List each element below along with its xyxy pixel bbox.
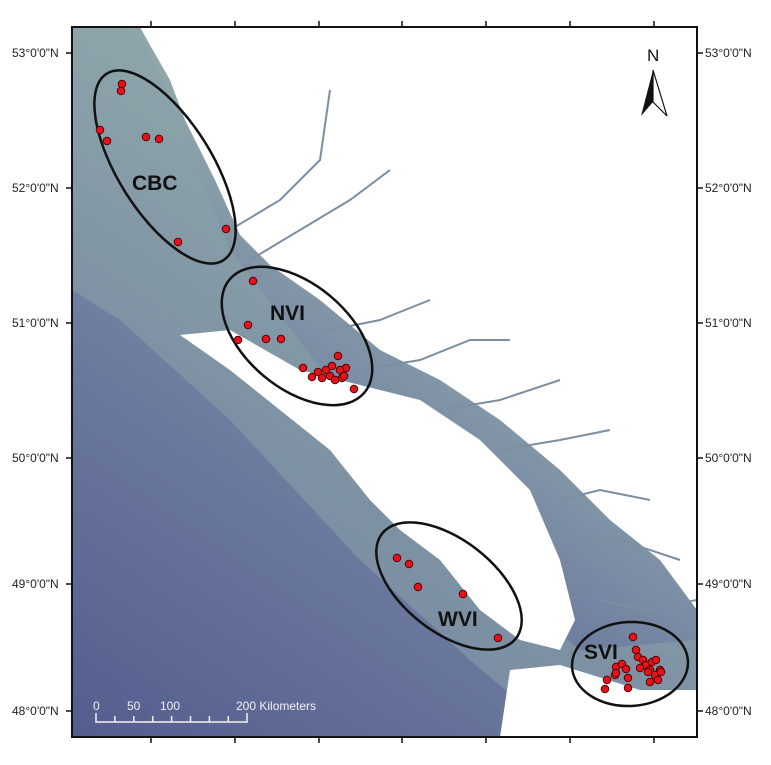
lat-label-right: 49°0'0"N [705, 577, 752, 591]
site-marker [602, 675, 612, 685]
site-marker [493, 633, 503, 643]
region-ellipses [93, 69, 690, 708]
vancouver-island [180, 330, 575, 650]
site-marker [233, 335, 243, 345]
lat-label-right: 51°0'0"N [705, 316, 752, 330]
site-marker [173, 237, 183, 247]
mainland [140, 27, 697, 610]
scale-label-100: 100 [160, 699, 180, 713]
region-label-nvi: NVI [270, 302, 305, 325]
region-label-wvi: WVI [438, 608, 478, 631]
site-marker [651, 655, 661, 665]
site-marker [141, 132, 151, 142]
lat-label-left: 51°0'0"N [12, 316, 59, 330]
site-marker [349, 384, 359, 394]
lat-label-right: 50°0'0"N [705, 451, 752, 465]
site-marker [600, 684, 610, 694]
ellipse-cbc [93, 69, 237, 265]
site-marker [333, 351, 343, 361]
site-marker [458, 589, 468, 599]
site-marker [653, 675, 663, 685]
ellipse-wvi [375, 521, 523, 651]
site-marker [335, 365, 345, 375]
site-marker [307, 372, 317, 382]
ellipse-nvi [220, 265, 374, 407]
site-marker [313, 367, 323, 377]
site-marker [330, 375, 340, 385]
site-marker [413, 582, 423, 592]
site-marker [643, 667, 653, 677]
map-frame [71, 26, 698, 738]
site-marker [623, 673, 633, 683]
site-marker [276, 334, 286, 344]
scale-label-50: 50 [127, 699, 141, 713]
north-arrow-icon [641, 70, 653, 116]
scale-bar: 0 50 100 200 Kilometers [93, 699, 316, 723]
lat-label-right: 52°0'0"N [705, 181, 752, 195]
scale-label-0: 0 [93, 699, 100, 713]
site-markers [95, 79, 666, 694]
site-marker [298, 363, 308, 373]
north-arrow: N [641, 46, 668, 117]
site-marker [321, 365, 331, 375]
site-marker [623, 683, 633, 693]
lat-label-right: 53°0'0"N [705, 46, 752, 60]
site-marker [628, 632, 638, 642]
site-marker [656, 667, 666, 677]
lat-label-right: 48°0'0"N [705, 704, 752, 718]
site-marker [243, 320, 253, 330]
region-label-cbc: CBC [132, 172, 178, 195]
site-marker [95, 125, 105, 135]
site-marker [261, 334, 271, 344]
region-label-svi: SVI [584, 641, 618, 664]
site-marker [339, 371, 349, 381]
lat-label-left: 52°0'0"N [12, 181, 59, 195]
lat-label-left: 53°0'0"N [12, 46, 59, 60]
ellipse-svi [570, 620, 690, 708]
continental-shelf [72, 27, 697, 737]
site-marker [645, 677, 655, 687]
site-marker [102, 136, 112, 146]
site-marker [317, 373, 327, 383]
north-label: N [647, 46, 659, 65]
site-marker [392, 553, 402, 563]
site-marker [154, 134, 164, 144]
site-marker [631, 645, 641, 655]
site-marker [116, 86, 126, 96]
lat-label-left: 49°0'0"N [12, 577, 59, 591]
site-marker [248, 276, 258, 286]
site-marker [621, 664, 631, 674]
fjords [229, 89, 697, 612]
site-marker [221, 224, 231, 234]
site-marker [117, 79, 127, 89]
site-marker [635, 663, 645, 673]
lat-label-left: 50°0'0"N [12, 451, 59, 465]
scale-label-200: 200 Kilometers [236, 699, 316, 713]
site-marker [404, 559, 414, 569]
site-marker [327, 361, 337, 371]
site-marker [611, 668, 621, 678]
lat-label-left: 48°0'0"N [12, 704, 59, 718]
